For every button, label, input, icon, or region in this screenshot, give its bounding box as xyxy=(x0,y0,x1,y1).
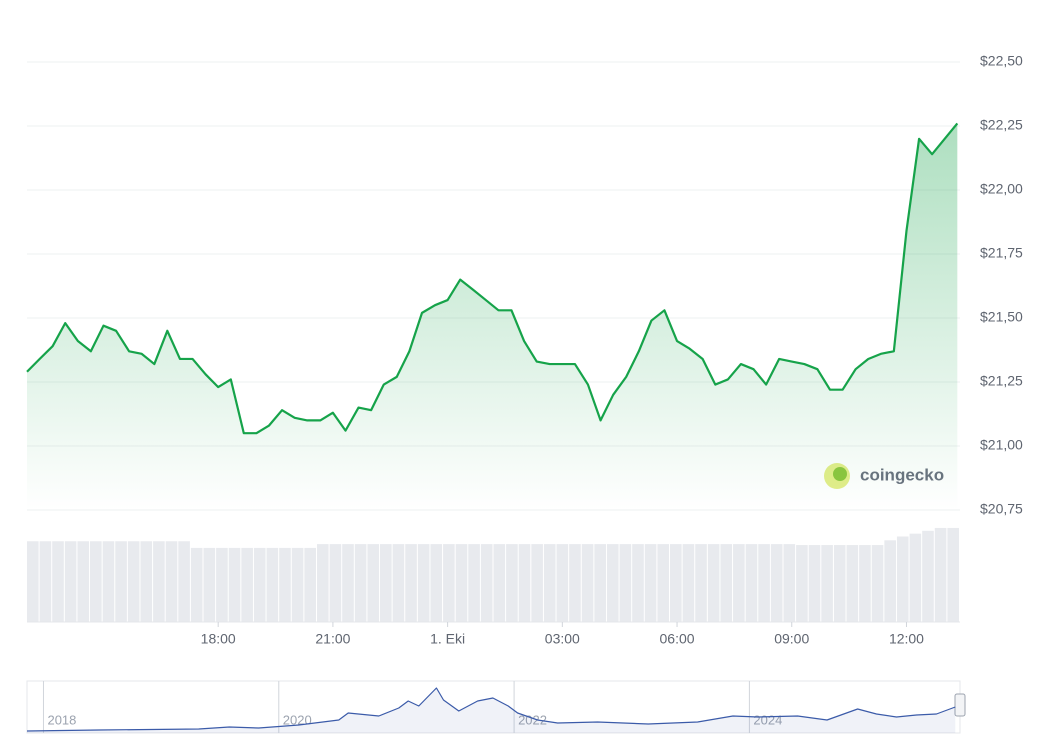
volume-bar xyxy=(253,547,266,622)
volume-bar xyxy=(770,544,783,622)
volume-bar xyxy=(480,544,493,622)
volume-bar xyxy=(695,544,707,622)
volume-bar xyxy=(594,544,606,622)
volume-bar xyxy=(493,544,506,622)
volume-bar xyxy=(140,541,153,622)
volume-bar xyxy=(518,544,531,622)
volume-bar xyxy=(506,544,518,622)
volume-bar xyxy=(543,544,556,622)
volume-bar xyxy=(102,541,115,622)
x-tick-label: 21:00 xyxy=(315,631,350,647)
volume-bar xyxy=(354,544,367,622)
volume-bar xyxy=(90,541,102,622)
volume-bar xyxy=(304,547,316,622)
volume-bar xyxy=(241,547,253,622)
volume-bar xyxy=(707,544,720,622)
volume-bar xyxy=(644,544,657,622)
x-tick-label: 06:00 xyxy=(660,631,695,647)
volume-bar xyxy=(670,544,682,622)
volume-bar xyxy=(846,545,859,622)
y-tick-label: $21,50 xyxy=(980,309,1023,325)
volume-bar xyxy=(443,544,455,622)
y-tick-label: $22,00 xyxy=(980,181,1023,197)
volume-bar xyxy=(581,544,594,622)
volume-bar xyxy=(127,541,140,622)
volume-bar xyxy=(808,545,821,622)
area xyxy=(27,123,958,510)
volume-bar xyxy=(279,547,291,622)
volume-bar xyxy=(39,541,52,622)
y-tick-label: $20,75 xyxy=(980,501,1023,517)
volume-bar xyxy=(606,544,619,622)
volume-bar xyxy=(367,544,380,622)
volume-bar xyxy=(77,541,90,622)
x-tick-label: 1. Eki xyxy=(430,631,465,647)
volume-bar xyxy=(52,541,64,622)
volume-bar xyxy=(796,545,808,622)
area xyxy=(27,688,956,733)
x-tick-label: 18:00 xyxy=(201,631,236,647)
volume-bar xyxy=(733,544,745,622)
y-tick-label: $21,00 xyxy=(980,437,1023,453)
volume-bar xyxy=(632,544,644,622)
line xyxy=(26,122,959,435)
volume-bar xyxy=(405,544,417,622)
y-tick-label: $22,50 xyxy=(980,53,1023,69)
x-tick-label: 03:00 xyxy=(545,631,580,647)
volume-bar xyxy=(228,547,241,622)
volume-bar xyxy=(380,544,392,622)
volume-bar xyxy=(392,544,405,622)
volume-bar xyxy=(455,544,468,622)
volume-bar xyxy=(316,544,329,622)
volume-bar xyxy=(682,544,695,622)
volume-bar xyxy=(871,545,884,622)
volume-bar xyxy=(556,544,569,622)
volume-bar xyxy=(329,544,342,622)
volume-bar xyxy=(342,544,354,622)
volume-bar xyxy=(569,544,581,622)
volume-bar xyxy=(153,541,165,622)
volume-bar xyxy=(619,544,632,622)
volume-bar xyxy=(783,544,796,622)
volume-bar xyxy=(417,544,430,622)
navigator-tick-label: 2018 xyxy=(47,712,76,727)
y-tick-label: $21,25 xyxy=(980,373,1023,389)
line xyxy=(26,687,956,732)
volume-bar xyxy=(190,547,203,622)
volume-bar xyxy=(922,530,934,622)
volume-bar xyxy=(833,545,846,622)
volume-bar xyxy=(896,536,909,622)
volume-bar xyxy=(720,544,733,622)
volume-bar xyxy=(64,541,77,622)
volume-bar xyxy=(165,541,178,622)
volume-bar xyxy=(27,541,39,622)
y-tick-label: $21,75 xyxy=(980,245,1023,261)
x-tick-label: 12:00 xyxy=(889,631,924,647)
volume-bar xyxy=(468,544,480,622)
volume-bar xyxy=(934,527,947,622)
volume-bar xyxy=(291,547,304,622)
x-tick-label: 09:00 xyxy=(774,631,809,647)
volume-bar xyxy=(884,540,896,622)
volume-bar xyxy=(657,544,670,622)
volume-bar xyxy=(531,544,543,622)
volume-bar xyxy=(745,544,758,622)
volume-bar xyxy=(430,544,443,622)
volume-bar xyxy=(859,545,871,622)
navigator-handle[interactable] xyxy=(954,693,966,717)
volume-bar xyxy=(178,541,190,622)
y-tick-label: $22,25 xyxy=(980,117,1023,133)
volume-bar xyxy=(758,544,770,622)
volume-bar xyxy=(821,545,833,622)
volume-bar xyxy=(115,541,127,622)
volume-bar xyxy=(909,533,922,622)
volume-bar xyxy=(266,547,279,622)
volume-bar xyxy=(947,527,959,622)
volume-bar xyxy=(203,547,216,622)
volume-bar xyxy=(216,547,228,622)
